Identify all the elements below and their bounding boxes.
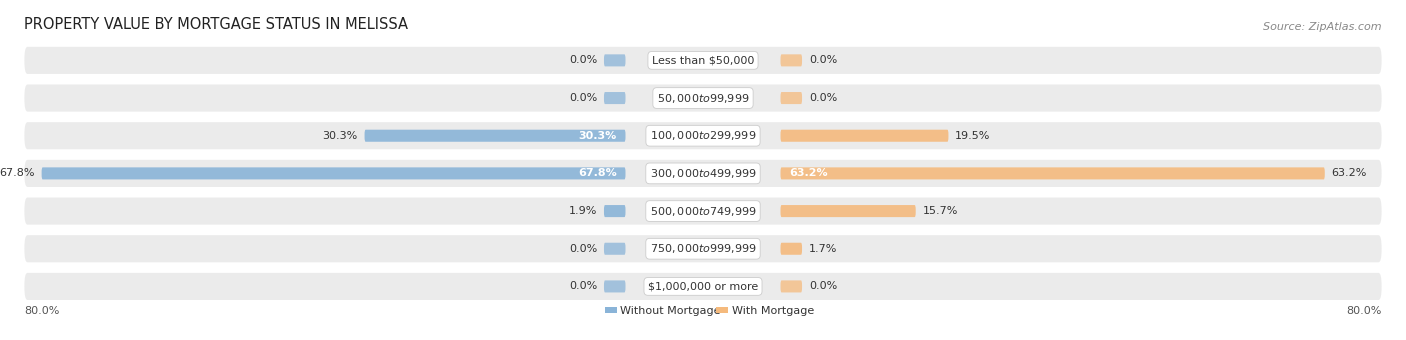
FancyBboxPatch shape	[605, 54, 626, 66]
FancyBboxPatch shape	[780, 243, 801, 255]
FancyBboxPatch shape	[605, 307, 617, 315]
Text: 63.2%: 63.2%	[789, 168, 828, 179]
Text: 0.0%: 0.0%	[808, 93, 837, 103]
FancyBboxPatch shape	[605, 205, 626, 217]
Text: 15.7%: 15.7%	[922, 206, 957, 216]
Text: 30.3%: 30.3%	[579, 131, 617, 141]
FancyBboxPatch shape	[24, 47, 1382, 74]
FancyBboxPatch shape	[364, 130, 626, 142]
FancyBboxPatch shape	[780, 167, 1324, 180]
Text: $1,000,000 or more: $1,000,000 or more	[648, 282, 758, 291]
FancyBboxPatch shape	[24, 235, 1382, 262]
FancyBboxPatch shape	[24, 84, 1382, 112]
Text: 63.2%: 63.2%	[1331, 168, 1367, 179]
Text: $750,000 to $999,999: $750,000 to $999,999	[650, 242, 756, 255]
Text: 1.9%: 1.9%	[568, 206, 598, 216]
FancyBboxPatch shape	[605, 92, 626, 104]
FancyBboxPatch shape	[780, 54, 801, 66]
Text: 0.0%: 0.0%	[569, 244, 598, 254]
FancyBboxPatch shape	[24, 273, 1382, 300]
Text: PROPERTY VALUE BY MORTGAGE STATUS IN MELISSA: PROPERTY VALUE BY MORTGAGE STATUS IN MEL…	[24, 17, 408, 32]
Text: Source: ZipAtlas.com: Source: ZipAtlas.com	[1263, 22, 1382, 32]
FancyBboxPatch shape	[24, 160, 1382, 187]
FancyBboxPatch shape	[716, 307, 728, 315]
FancyBboxPatch shape	[24, 198, 1382, 225]
Text: $50,000 to $99,999: $50,000 to $99,999	[657, 91, 749, 104]
Text: $100,000 to $299,999: $100,000 to $299,999	[650, 129, 756, 142]
Text: 0.0%: 0.0%	[569, 55, 598, 65]
Text: 0.0%: 0.0%	[808, 55, 837, 65]
Text: 0.0%: 0.0%	[569, 93, 598, 103]
Text: 0.0%: 0.0%	[808, 282, 837, 291]
FancyBboxPatch shape	[780, 205, 915, 217]
Text: 1.7%: 1.7%	[808, 244, 838, 254]
Text: Less than $50,000: Less than $50,000	[652, 55, 754, 65]
Text: 80.0%: 80.0%	[1346, 306, 1382, 316]
Text: 0.0%: 0.0%	[569, 282, 598, 291]
FancyBboxPatch shape	[42, 167, 626, 180]
FancyBboxPatch shape	[780, 130, 949, 142]
Text: $500,000 to $749,999: $500,000 to $749,999	[650, 205, 756, 218]
FancyBboxPatch shape	[605, 243, 626, 255]
Text: 80.0%: 80.0%	[24, 306, 60, 316]
Text: 67.8%: 67.8%	[0, 168, 35, 179]
FancyBboxPatch shape	[24, 122, 1382, 149]
FancyBboxPatch shape	[780, 280, 801, 292]
FancyBboxPatch shape	[780, 92, 801, 104]
Text: 19.5%: 19.5%	[955, 131, 991, 141]
FancyBboxPatch shape	[605, 280, 626, 292]
Text: 67.8%: 67.8%	[578, 168, 617, 179]
Text: Without Mortgage: Without Mortgage	[620, 306, 721, 316]
Text: $300,000 to $499,999: $300,000 to $499,999	[650, 167, 756, 180]
Text: With Mortgage: With Mortgage	[731, 306, 814, 316]
Text: 30.3%: 30.3%	[322, 131, 357, 141]
